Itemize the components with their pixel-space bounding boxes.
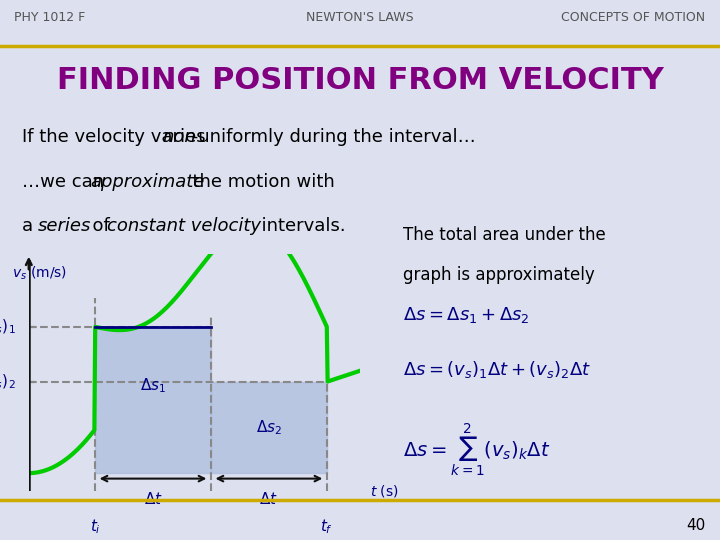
Text: $t_i$: $t_i$ [89,517,101,536]
Text: $(v_s)_2$: $(v_s)_2$ [0,373,16,391]
Text: $\Delta t$: $\Delta t$ [259,491,279,508]
Text: -uniformly during the interval…: -uniformly during the interval… [186,129,475,146]
Text: $(v_s)_1$: $(v_s)_1$ [0,318,16,336]
Text: $\Delta s_2$: $\Delta s_2$ [256,418,282,437]
Text: NEWTON'S LAWS: NEWTON'S LAWS [306,10,414,24]
Text: approximate: approximate [91,173,205,191]
Text: $v_s$ (m/s): $v_s$ (m/s) [12,265,68,282]
Text: The total area under the: The total area under the [403,226,606,244]
Text: $t_f$: $t_f$ [320,517,333,536]
Text: …we can: …we can [22,173,109,191]
Text: $t$ (s): $t$ (s) [370,483,399,500]
Text: intervals.: intervals. [250,217,346,235]
Text: constant velocity: constant velocity [107,217,261,235]
Text: of: of [81,217,116,235]
Text: $\Delta s = \left(v_s\right)_1 \Delta t + \left(v_s\right)_2 \Delta t$: $\Delta s = \left(v_s\right)_1 \Delta t … [403,359,591,380]
Text: If the velocity varies: If the velocity varies [22,129,211,146]
Text: series: series [37,217,91,235]
Text: CONCEPTS OF MOTION: CONCEPTS OF MOTION [562,10,706,24]
Text: the motion with: the motion with [181,173,336,191]
Text: PHY 1012 F: PHY 1012 F [14,10,86,24]
Text: 40: 40 [686,518,706,533]
Text: $\Delta s = \sum_{k=1}^{2} \left(v_s\right)_k \Delta t$: $\Delta s = \sum_{k=1}^{2} \left(v_s\rig… [403,421,551,477]
Text: non: non [163,129,197,146]
Text: $\Delta s = \Delta s_1 + \Delta s_2$: $\Delta s = \Delta s_1 + \Delta s_2$ [403,306,530,326]
Text: graph is approximately: graph is approximately [403,266,595,284]
Text: $\Delta t$: $\Delta t$ [143,491,163,508]
Text: a: a [22,217,38,235]
Text: $\Delta s_1$: $\Delta s_1$ [140,376,166,395]
Text: FINDING POSITION FROM VELOCITY: FINDING POSITION FROM VELOCITY [57,66,663,96]
